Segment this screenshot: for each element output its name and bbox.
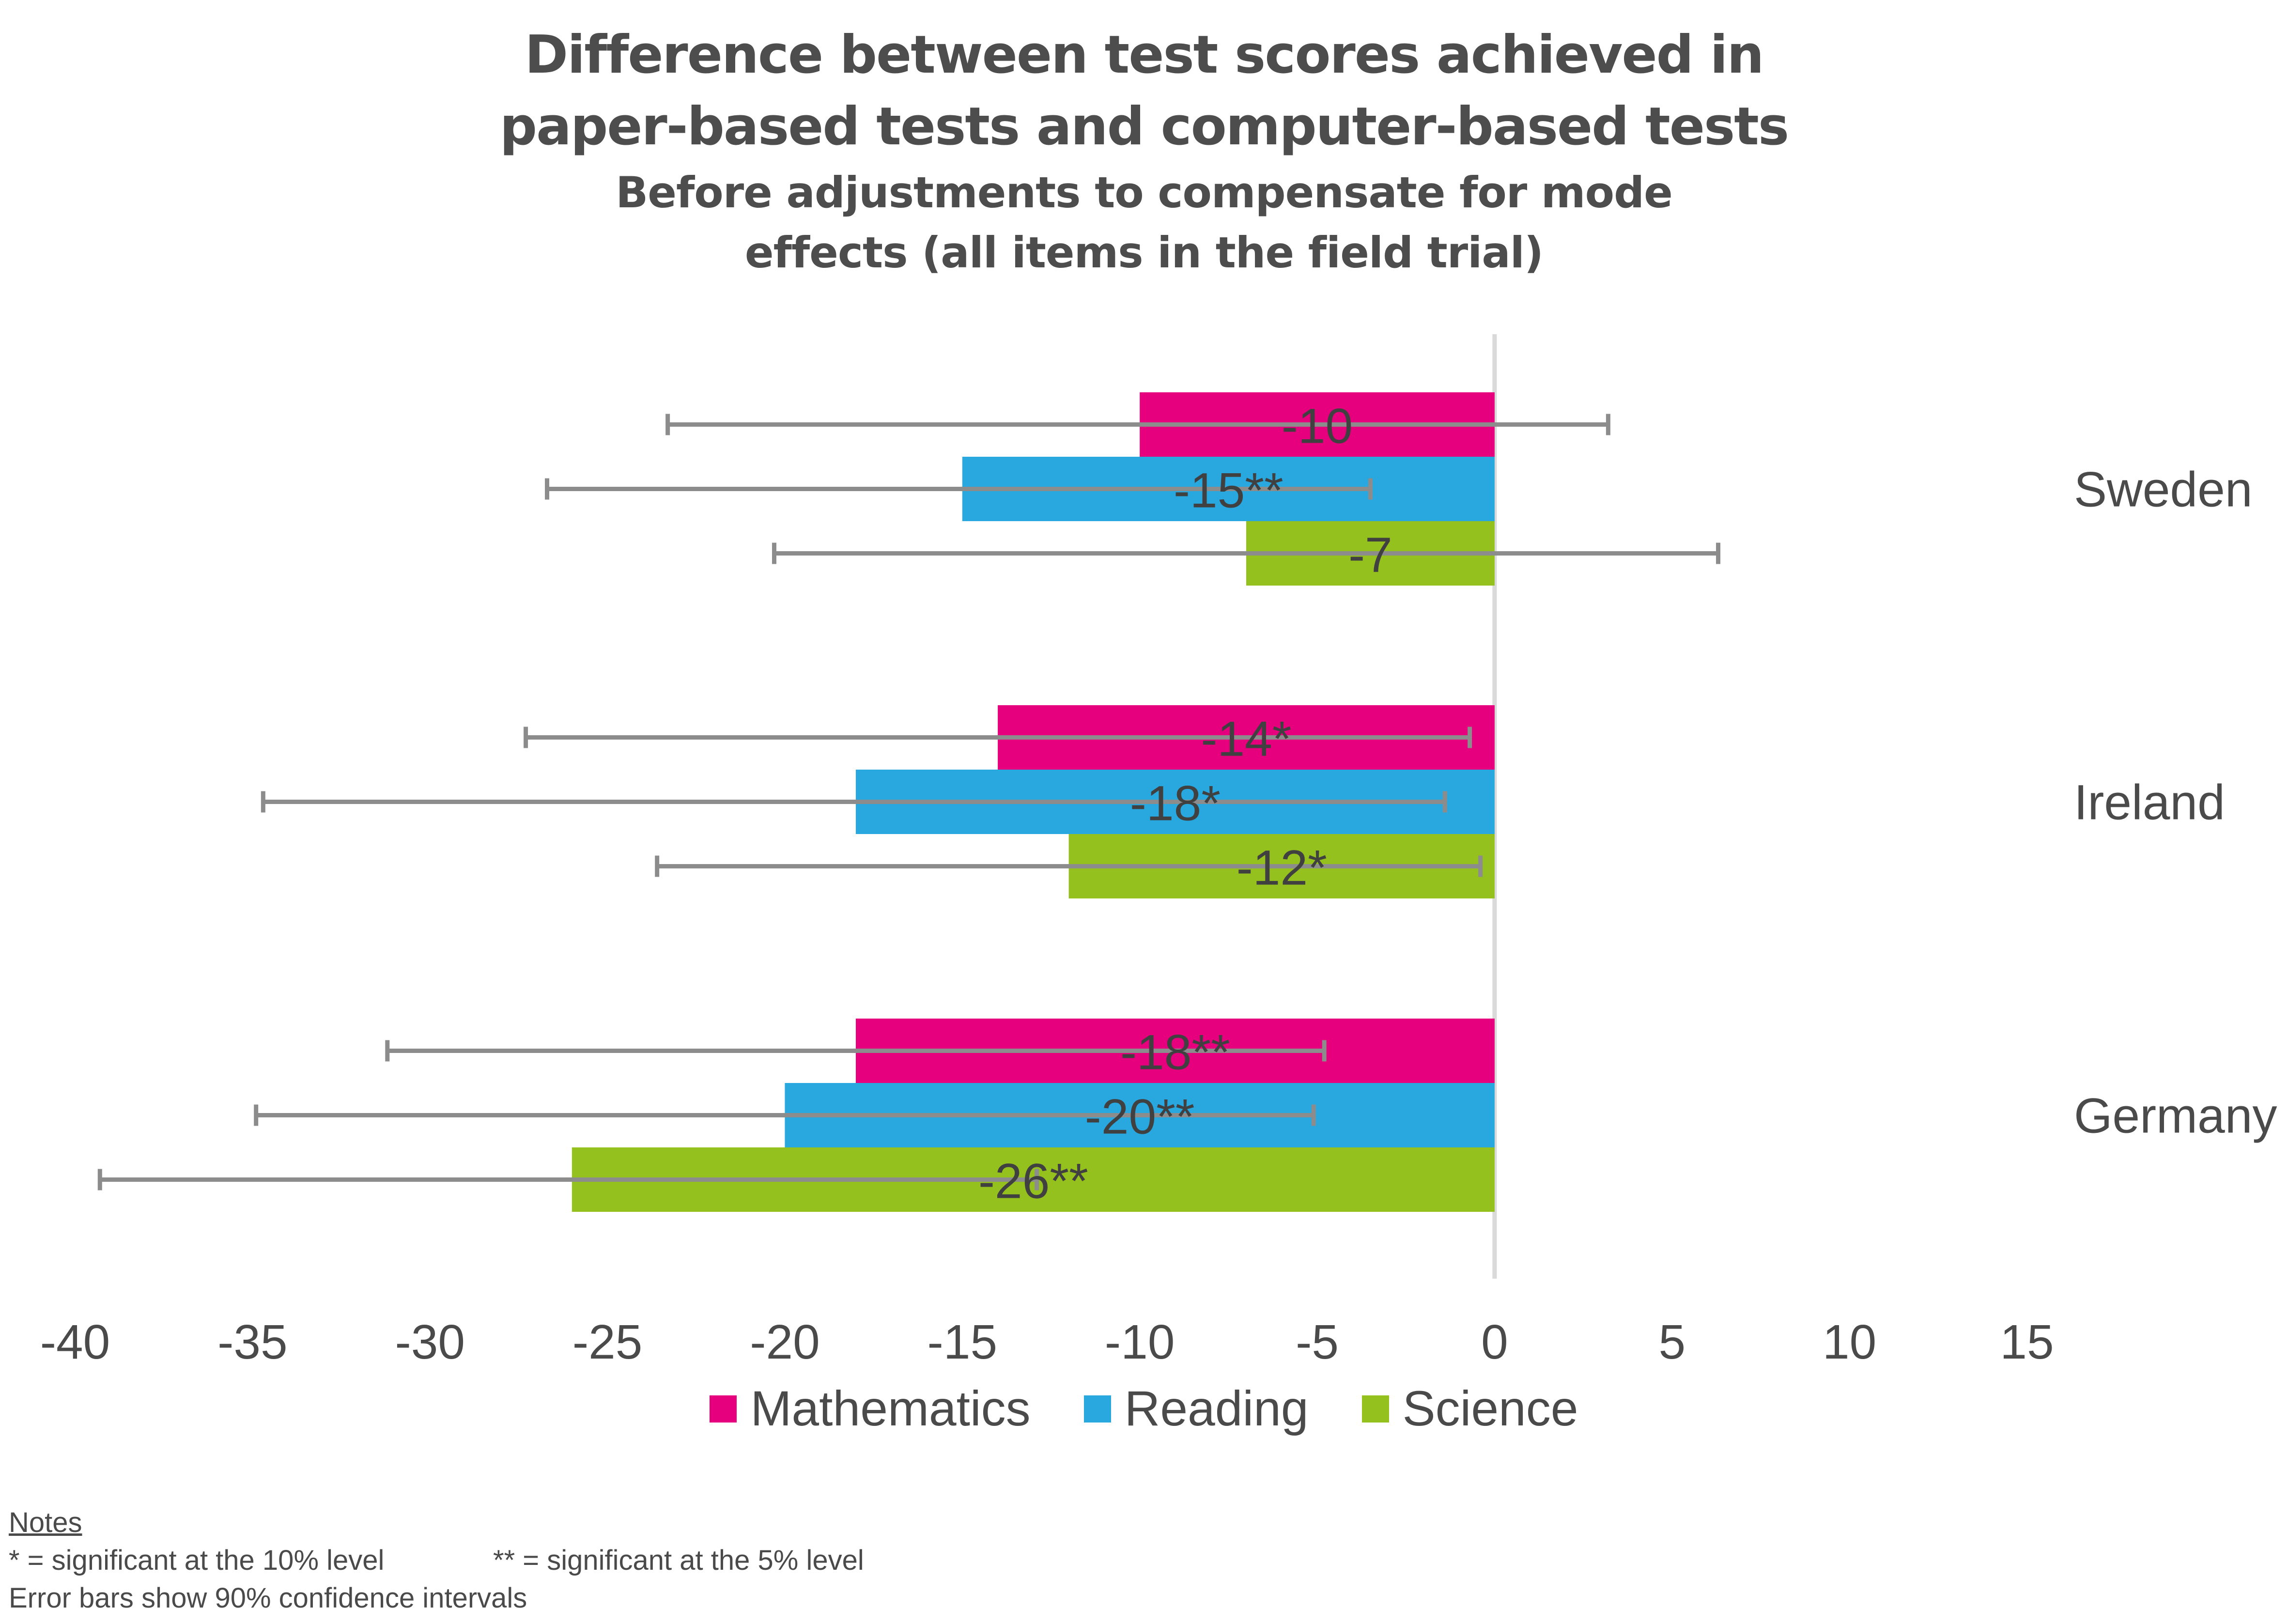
legend-item-science: Science	[1361, 1380, 1578, 1437]
chart-legend: Mathematics Reading Science	[0, 1380, 2288, 1437]
x-tick-label: -30	[395, 1315, 465, 1369]
legend-swatch-reading	[1083, 1395, 1111, 1423]
legend-label-science: Science	[1402, 1381, 1578, 1436]
x-tick-label: 10	[1823, 1315, 1876, 1369]
note-significance-5: ** = significant at the 5% level	[493, 1545, 864, 1576]
subtitle-line-2: effects (all items in the field trial)	[744, 228, 1544, 278]
title-line-1: Difference between test scores achieved …	[525, 25, 1764, 85]
category-label-germany: Germany	[2074, 1088, 2277, 1144]
x-tick-label: -25	[572, 1315, 643, 1369]
x-tick-label: 15	[2000, 1315, 2054, 1369]
legend-swatch-mathematics	[710, 1395, 737, 1423]
x-tick-label: -40	[40, 1315, 110, 1369]
title-line-2: paper-based tests and computer-based tes…	[499, 96, 1789, 157]
note-significance-10: * = significant at the 10% level	[9, 1545, 385, 1576]
data-label-germany-science: -26**	[978, 1154, 1088, 1209]
chart-subtitle: Before adjustments to compensate for mod…	[0, 163, 2288, 283]
x-tick-label: 0	[1481, 1315, 1508, 1369]
chart-title: Difference between test scores achieved …	[0, 19, 2288, 283]
x-tick-label: 5	[1658, 1315, 1685, 1369]
subtitle-line-1: Before adjustments to compensate for mod…	[616, 168, 1673, 217]
data-label-ireland-science: -12*	[1237, 840, 1327, 896]
category-label-ireland: Ireland	[2074, 775, 2225, 830]
notes-significance-row: * = significant at the 10% level ** = sig…	[9, 1542, 864, 1579]
x-tick-label: -10	[1105, 1315, 1175, 1369]
legend-item-reading: Reading	[1083, 1380, 1309, 1437]
note-error-bars: Error bars show 90% confidence intervals	[9, 1582, 527, 1614]
legend-item-mathematics: Mathematics	[710, 1380, 1031, 1437]
data-label-sweden-science: -7	[1348, 527, 1392, 583]
data-label-ireland-reading: -18*	[1130, 776, 1221, 831]
data-label-sweden-mathematics: -10	[1282, 399, 1353, 454]
data-label-sweden-reading: -15**	[1174, 463, 1283, 518]
chart-notes: Notes * = significant at the 10% level **…	[9, 1504, 864, 1617]
data-label-germany-reading: -20**	[1085, 1089, 1195, 1145]
x-tick-label: -5	[1296, 1315, 1339, 1369]
bar-chart-plot: -10 -15** -7 Sweden -14* -18* -12* Ireland -18**…	[40, 334, 2277, 1369]
legend-label-mathematics: Mathematics	[750, 1381, 1031, 1436]
x-tick-label: -35	[217, 1315, 288, 1369]
chart-main-title: Difference between test scores achieved …	[0, 19, 2288, 163]
category-label-sweden: Sweden	[2074, 462, 2253, 517]
x-tick-label: -15	[928, 1315, 998, 1369]
legend-label-reading: Reading	[1124, 1381, 1309, 1436]
data-label-ireland-mathematics: -14*	[1201, 711, 1291, 767]
legend-swatch-science	[1361, 1395, 1389, 1423]
data-label-germany-mathematics: -18**	[1120, 1025, 1230, 1080]
notes-heading: Notes	[9, 1507, 82, 1538]
x-tick-label: -20	[750, 1315, 820, 1369]
